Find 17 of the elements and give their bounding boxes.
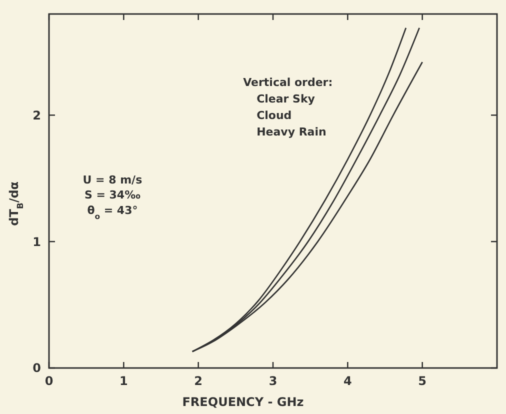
y-tick-label: 0: [32, 361, 41, 376]
annotation: S = 34‰: [84, 188, 141, 202]
annotation: Heavy Rain: [256, 125, 326, 138]
annotation: Cloud: [256, 108, 292, 122]
annotation: Clear Sky: [256, 92, 315, 106]
x-tick-label: 1: [119, 374, 128, 388]
x-axis-title: FREQUENCY - GHz: [182, 395, 304, 409]
x-tick-label: 4: [343, 374, 352, 388]
y-tick-label: 1: [32, 234, 41, 249]
x-tick-label: 0: [44, 374, 54, 388]
x-tick-label: 5: [418, 374, 427, 388]
annotation: U = 8 m/s: [82, 173, 143, 186]
x-tick-label: 2: [194, 374, 203, 388]
annotation: Vertical order:: [243, 76, 333, 90]
x-tick-label: 3: [268, 374, 278, 388]
y-tick-label: 2: [32, 108, 41, 122]
annotation: θ$_{o}$ = 43°: [87, 204, 138, 220]
